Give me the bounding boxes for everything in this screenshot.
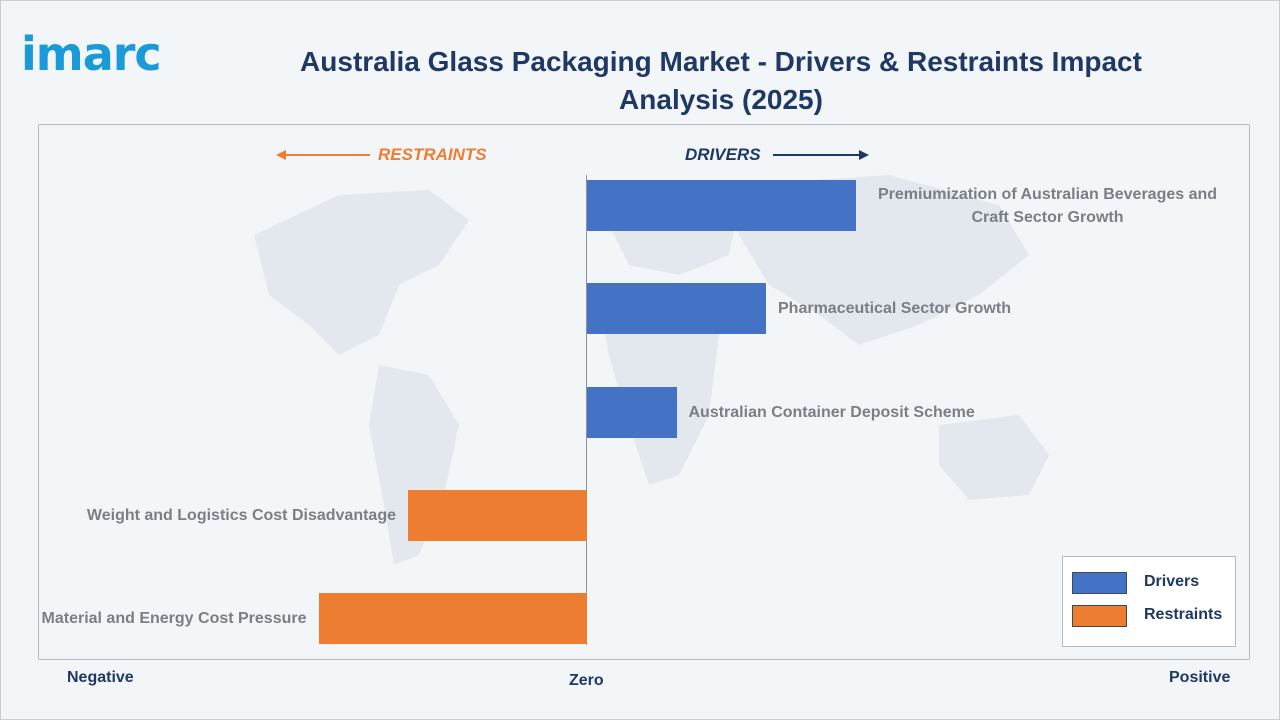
driver-bar (587, 387, 677, 438)
driver-bar (587, 283, 766, 334)
zero-axis-line (586, 175, 587, 645)
driver-bar (587, 180, 856, 231)
axis-label-zero: Zero (569, 672, 604, 689)
restraints-direction-label: RESTRAINTS (378, 145, 487, 164)
restraint-bar (318, 593, 587, 644)
imarc-logo: imarc (21, 27, 162, 81)
bar-label: Australian Container Deposit Scheme (688, 404, 975, 421)
restraint-bar (408, 490, 587, 541)
restraints-arrow-icon (276, 150, 370, 160)
axis-label-negative: Negative (67, 669, 134, 686)
bar-label: Pharmaceutical Sector Growth (778, 300, 1011, 317)
bar-label: Premiumization of Australian Beverages a… (877, 185, 1218, 226)
legend: Drivers Restraints (1062, 556, 1236, 647)
bar-label: Weight and Logistics Cost Disadvantage (86, 507, 396, 524)
drivers-direction-label: DRIVERS (685, 145, 761, 164)
legend-label-drivers: Drivers (1144, 573, 1200, 590)
legend-label-restraints: Restraints (1144, 606, 1223, 623)
axis-label-positive: Positive (1169, 669, 1231, 686)
chart-title: Australia Glass Packaging Market - Drive… (300, 46, 1142, 115)
bar-label: Raw Material and Energy Cost Pressure (39, 610, 307, 627)
legend-swatch-restraints (1072, 605, 1127, 627)
legend-swatch-drivers (1072, 572, 1127, 594)
plot-area: RESTRAINTS DRIVERS Premiumization of Aus… (38, 124, 1250, 660)
drivers-arrow-icon (773, 150, 869, 160)
